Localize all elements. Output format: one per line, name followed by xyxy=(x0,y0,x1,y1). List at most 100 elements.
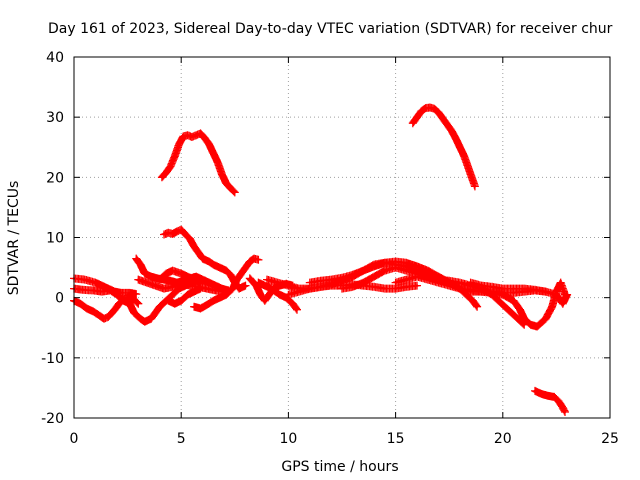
data-point xyxy=(257,258,260,261)
data-point xyxy=(420,109,423,113)
data-point xyxy=(559,281,562,284)
data-point xyxy=(428,106,432,109)
data-point xyxy=(276,281,279,284)
chart-title: Day 161 of 2023, Sidereal Day-to-day VTE… xyxy=(48,21,613,37)
series-arc-6 xyxy=(134,275,229,296)
data-point xyxy=(199,132,202,135)
data-point xyxy=(432,107,436,110)
data-point xyxy=(192,290,196,293)
data-point xyxy=(171,232,174,236)
axis-ticks xyxy=(73,56,611,419)
data-point xyxy=(458,146,462,149)
data-point xyxy=(229,186,232,190)
data-point xyxy=(128,291,131,295)
data-point xyxy=(167,231,170,234)
data-point xyxy=(100,290,104,293)
data-point xyxy=(555,293,558,296)
data-point xyxy=(212,263,215,266)
data-point xyxy=(132,298,136,301)
data-point xyxy=(445,123,449,126)
y-tick-label: 10 xyxy=(46,231,64,247)
data-point xyxy=(287,284,290,287)
data-point xyxy=(394,287,397,290)
data-point xyxy=(405,261,408,264)
data-point xyxy=(207,281,211,284)
data-point xyxy=(175,230,179,233)
data-point xyxy=(199,281,202,284)
data-point xyxy=(237,287,241,290)
data-point xyxy=(233,191,236,194)
data-point xyxy=(149,275,153,278)
data-point xyxy=(497,299,500,302)
data-point xyxy=(512,287,515,290)
data-point xyxy=(469,288,472,292)
series-arc-20 xyxy=(408,103,479,191)
data-point xyxy=(458,287,462,290)
data-point xyxy=(383,261,387,264)
data-point xyxy=(550,305,554,308)
data-point xyxy=(372,285,376,289)
data-point xyxy=(186,293,189,296)
data-point xyxy=(480,284,483,287)
x-axis-label: GPS time / hours xyxy=(281,459,398,475)
data-point xyxy=(295,308,299,311)
data-point xyxy=(510,311,513,314)
data-point xyxy=(162,233,166,236)
data-point xyxy=(119,291,123,295)
data-point xyxy=(405,269,408,272)
data-point xyxy=(192,305,196,308)
data-point xyxy=(308,281,312,284)
data-point xyxy=(167,299,170,302)
data-point xyxy=(544,317,547,320)
data-point xyxy=(501,287,504,290)
x-tick-label: 25 xyxy=(601,431,619,447)
data-point xyxy=(188,284,191,287)
data-point xyxy=(79,302,82,305)
data-point xyxy=(257,281,260,284)
data-point xyxy=(561,406,565,409)
data-point xyxy=(188,237,191,240)
data-point xyxy=(330,278,333,281)
data-point xyxy=(160,176,164,179)
y-tick-label: 40 xyxy=(46,50,64,66)
data-point xyxy=(475,305,479,308)
data-point xyxy=(454,137,457,140)
data-point xyxy=(535,325,539,328)
data-point xyxy=(437,111,440,114)
data-point xyxy=(94,281,97,284)
data-point xyxy=(218,296,221,299)
data-point xyxy=(98,314,101,317)
data-point xyxy=(405,285,408,289)
x-tick-label: 20 xyxy=(494,431,512,447)
data-point xyxy=(411,121,414,125)
data-point-marks xyxy=(531,386,569,416)
data-point xyxy=(426,269,429,272)
data-point xyxy=(448,284,451,287)
data-point xyxy=(102,317,106,320)
data-point xyxy=(107,315,110,319)
data-point xyxy=(450,129,453,132)
data-point xyxy=(180,272,183,275)
data-point xyxy=(351,273,354,277)
data-point xyxy=(467,167,470,170)
data-point xyxy=(480,290,483,293)
data-point xyxy=(372,275,376,278)
data-point xyxy=(180,228,183,231)
data-point xyxy=(220,173,224,176)
data-point xyxy=(563,410,567,414)
data-point xyxy=(471,299,474,302)
data-point xyxy=(285,296,288,299)
data-point xyxy=(263,284,267,287)
series-arc-11 xyxy=(190,254,263,313)
data-point xyxy=(469,281,472,284)
data-point xyxy=(199,287,202,290)
data-point xyxy=(265,278,269,281)
data-point xyxy=(169,165,172,168)
x-tick-labels: 0 5 10 15 20 25 xyxy=(70,431,619,447)
data-point xyxy=(137,302,140,305)
data-point xyxy=(340,276,344,280)
data-point xyxy=(523,317,526,320)
data-point xyxy=(244,284,247,287)
data-point xyxy=(546,394,550,397)
data-point xyxy=(463,155,466,158)
